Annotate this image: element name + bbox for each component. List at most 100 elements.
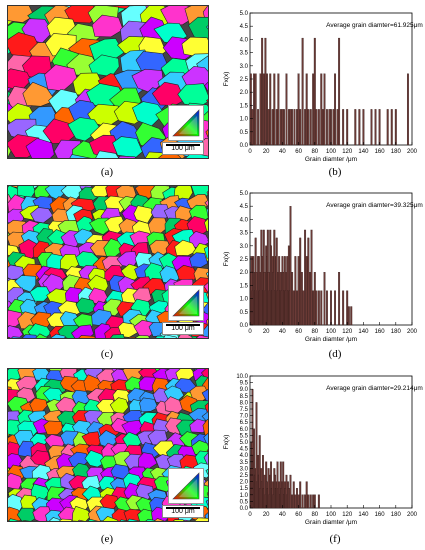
histogram-bar: [266, 73, 268, 146]
histogram-bar: [289, 474, 292, 509]
grain: [8, 145, 12, 158]
y-tick-label: 5.0: [240, 11, 249, 17]
histogram-bar: [297, 73, 300, 146]
histogram-bar: [350, 306, 353, 326]
x-tick-label: 100: [326, 149, 337, 155]
histogram-bar: [394, 109, 397, 146]
x-tick-label: 160: [375, 329, 386, 335]
x-tick-label: 0: [248, 149, 252, 155]
histogram-bar: [317, 109, 320, 146]
grain: [206, 208, 208, 219]
panel-label-d: (d): [328, 348, 342, 360]
y-tick-label: 6.5: [240, 420, 249, 426]
grain: [69, 154, 91, 158]
x-tick-label: 60: [295, 512, 302, 518]
histogram-bar: [320, 73, 323, 146]
histogram-bar: [334, 73, 337, 146]
grain: [206, 25, 208, 30]
histogram-bar: [332, 109, 335, 146]
histogram-bar: [378, 109, 381, 146]
grain: [112, 136, 143, 158]
grain: [45, 509, 64, 521]
histogram-bar: [307, 237, 310, 326]
histogram-bar: [251, 109, 254, 146]
y-tick-label: 1.0: [240, 117, 249, 123]
ipf-triangle-icon: [172, 289, 200, 317]
x-tick-label: 20: [263, 329, 270, 335]
x-tick-label: 180: [391, 149, 402, 155]
histogram-bar: [326, 109, 328, 146]
histogram-bar: [279, 109, 282, 146]
x-tick-label: 200: [407, 149, 418, 155]
histogram-bar: [304, 229, 307, 326]
histogram-bar: [300, 272, 303, 326]
x-tick-label: 80: [311, 149, 318, 155]
histogram-bar: [312, 494, 315, 509]
grain: [8, 6, 35, 23]
histogram-bar: [254, 73, 257, 146]
histogram-bar: [386, 109, 389, 146]
grain: [206, 190, 208, 195]
grain: [189, 252, 208, 268]
y-tick-label: 9.5: [240, 381, 249, 387]
y-tick-label: 2.0: [240, 270, 249, 276]
histogram-bar: [287, 109, 290, 146]
scale-bar: 100 μm: [162, 142, 204, 155]
x-tick-label: 200: [407, 329, 418, 335]
y-axis-label: Fx(x): [223, 252, 230, 267]
y-tick-label: 4.0: [240, 453, 249, 459]
x-tick-label: 140: [358, 329, 369, 335]
histogram-bar: [292, 481, 295, 509]
y-tick-label: 7.0: [240, 414, 249, 420]
y-tick-label: 3.0: [240, 466, 249, 472]
y-tick-label: 8.0: [240, 400, 249, 406]
histogram-bar: [277, 73, 280, 146]
histogram-bar: [346, 290, 349, 326]
average-annotation: Average grain diamter=39.325μm: [326, 202, 423, 209]
histogram-d: 0 20 40 60 80 100 120 140 160 180 200 0.0 0.5 1.0 1.5 2…: [223, 191, 423, 343]
grain: [201, 377, 208, 392]
ipf-triangle-icon: [172, 109, 200, 137]
grain: [117, 155, 136, 158]
histogram-bar: [293, 109, 296, 146]
histogram-bar: [299, 237, 302, 326]
histogram-bar: [330, 290, 332, 326]
x-tick-label: 20: [263, 512, 270, 518]
average-annotation: Average grain diamter=29.214μm: [326, 385, 423, 392]
x-tick-label: 80: [311, 512, 318, 518]
x-axis-label: Grain diamter /μm: [305, 519, 357, 526]
histogram-bar: [338, 37, 341, 146]
panel-label-e: (e): [100, 533, 114, 545]
y-tick-label: 2.0: [240, 480, 249, 486]
histogram-bar: [273, 73, 276, 146]
grain: [139, 397, 159, 413]
histogram-bar: [309, 494, 312, 509]
grain: [8, 518, 21, 521]
y-tick-label: 1.5: [240, 486, 249, 492]
grain: [205, 499, 208, 507]
histogram-bar: [304, 109, 307, 146]
ipf-triangle-icon: [172, 472, 200, 500]
x-tick-label: 20: [263, 149, 270, 155]
histogram-bar: [330, 109, 332, 146]
x-tick-label: 0: [248, 329, 252, 335]
grain: [203, 452, 208, 467]
y-tick-label: 2.5: [240, 257, 249, 263]
histogram-bar: [296, 290, 298, 326]
y-tick-label: 4.5: [240, 24, 249, 30]
y-tick-label: 3.5: [240, 460, 249, 466]
grain: [205, 271, 208, 278]
histogram-bar: [299, 481, 302, 509]
y-tick-label: 10.0: [236, 374, 248, 380]
x-tick-label: 200: [407, 512, 418, 518]
histogram-bar: [271, 109, 274, 146]
y-tick-label: 2.5: [240, 473, 249, 479]
x-tick-label: 100: [326, 329, 337, 335]
x-axis-label: Grain diamter /μm: [305, 336, 357, 343]
histogram-bar: [374, 109, 377, 146]
histogram-bar: [269, 73, 272, 146]
histogram-bar: [302, 290, 305, 326]
grain: [58, 518, 73, 521]
y-tick-label: 5.0: [240, 191, 249, 197]
histogram-bar: [315, 109, 318, 146]
